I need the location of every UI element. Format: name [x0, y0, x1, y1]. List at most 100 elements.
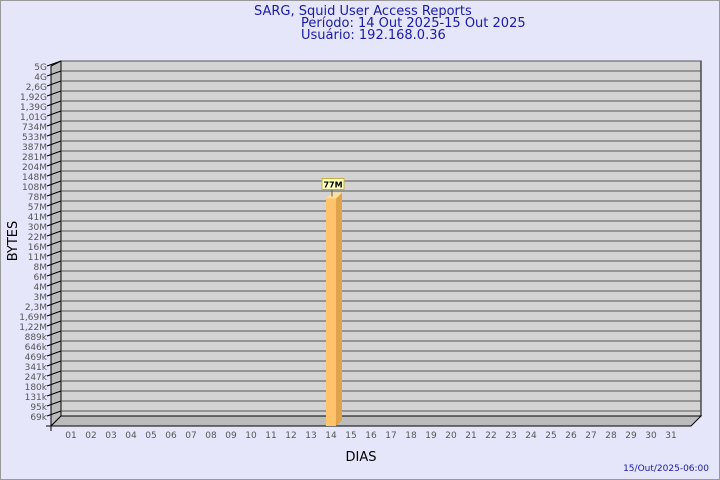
y-tick — [46, 210, 62, 217]
y-tick-label: 22M — [28, 233, 47, 243]
y-tick-label: 3M — [34, 293, 48, 303]
y-tick — [46, 140, 62, 147]
y-tick-label: 69k — [30, 413, 47, 423]
y-tick-label: 204M — [22, 163, 47, 173]
x-tick-label: 20 — [445, 431, 457, 441]
y-tick — [46, 60, 62, 67]
y-tick-label: 341k — [25, 363, 48, 373]
data-label-box — [321, 178, 345, 191]
y-tick — [46, 350, 62, 357]
x-tick-label: 15 — [345, 431, 356, 441]
y-tick — [46, 320, 62, 327]
y-tick-label: 889k — [25, 333, 48, 343]
chart-title: SARG, Squid User Access Reports — [254, 4, 472, 19]
x-tick-label: 24 — [525, 431, 537, 441]
y-tick-label: 4G — [34, 73, 47, 83]
y-tick — [46, 130, 62, 137]
y-tick — [46, 340, 62, 347]
x-tick-label: 30 — [645, 431, 657, 441]
y-tick-label: 5G — [34, 63, 47, 73]
y-tick-label: 1,01G — [20, 113, 47, 123]
y-tick — [46, 250, 62, 257]
y-tick — [46, 200, 62, 207]
chart-user: Usuário: 192.168.0.36 — [301, 28, 446, 43]
y-tick — [46, 190, 62, 197]
y-tick-label: 2,6G — [26, 83, 47, 93]
y-tick — [46, 280, 62, 287]
y-tick — [46, 390, 62, 397]
y-tick — [46, 110, 62, 117]
x-tick-label: 16 — [365, 431, 377, 441]
y-tick-label: 247k — [25, 373, 48, 383]
plot-floor — [49, 415, 703, 427]
bar-top — [326, 192, 342, 199]
x-tick-label: 10 — [245, 431, 257, 441]
x-tick-label: 21 — [465, 431, 476, 441]
y-tick-label: 11M — [28, 253, 47, 263]
y-tick-label: 734M — [22, 123, 47, 133]
y-tick-label: 533M — [22, 133, 47, 143]
y-tick — [46, 180, 62, 187]
x-tick-label: 03 — [105, 431, 116, 441]
x-tick-label: 01 — [65, 431, 76, 441]
y-tick-label: 16M — [28, 243, 47, 253]
y-tick — [46, 120, 62, 127]
x-tick-label: 28 — [605, 431, 617, 441]
y-tick — [46, 90, 62, 97]
plot-back-wall — [60, 60, 702, 417]
y-tick — [46, 260, 62, 267]
y-tick — [46, 360, 62, 367]
bar-side — [336, 192, 342, 426]
x-tick-label: 17 — [385, 431, 396, 441]
data-label: 77M — [323, 181, 342, 190]
y-tick — [46, 220, 62, 227]
y-tick-label: 57M — [28, 203, 47, 213]
x-tick-label: 04 — [125, 431, 137, 441]
y-tick — [46, 330, 62, 337]
y-tick-label: 131k — [25, 393, 48, 403]
x-tick-label: 05 — [145, 431, 156, 441]
generated-timestamp: 15/Out/2025-06:00 — [623, 464, 709, 474]
y-tick-label: 78M — [28, 193, 47, 203]
y-tick-label: 148M — [22, 173, 47, 183]
y-tick-label: 1,69M — [19, 313, 47, 323]
y-tick-label: 646k — [25, 343, 48, 353]
y-tick-label: 2,3M — [25, 303, 47, 313]
x-tick-label: 13 — [305, 431, 316, 441]
x-axis-label: DIAS — [346, 450, 377, 465]
y-tick-label: 1,39G — [20, 103, 47, 113]
x-tick-label: 27 — [585, 431, 596, 441]
y-tick-label: 281M — [22, 153, 47, 163]
x-tick-label: 08 — [205, 431, 217, 441]
y-tick-label: 108M — [22, 183, 47, 193]
y-tick — [46, 80, 62, 87]
y-tick — [46, 300, 62, 307]
y-tick-label: 30M — [28, 223, 47, 233]
y-tick — [46, 150, 62, 157]
x-tick-label: 02 — [85, 431, 96, 441]
y-tick — [46, 270, 62, 277]
chart-period: Período: 14 Out 2025-15 Out 2025 — [301, 16, 526, 31]
y-tick-label: 95k — [30, 403, 47, 413]
bar — [326, 198, 336, 426]
y-tick-label: 180k — [25, 383, 48, 393]
x-tick-label: 09 — [225, 431, 237, 441]
y-tick — [46, 170, 62, 177]
y-tick — [46, 370, 62, 377]
y-tick-label: 6M — [34, 273, 48, 283]
x-tick-label: 26 — [565, 431, 577, 441]
y-tick-label: 4M — [34, 283, 48, 293]
y-tick-label: 1,22M — [19, 323, 47, 333]
y-tick — [46, 160, 62, 167]
y-axis-label: BYTES — [6, 221, 21, 262]
x-tick-label: 07 — [185, 431, 196, 441]
x-tick-label: 23 — [505, 431, 516, 441]
x-tick-label: 06 — [165, 431, 177, 441]
y-tick-label: 387M — [22, 143, 47, 153]
x-tick-label: 22 — [485, 431, 496, 441]
x-tick-label: 11 — [265, 431, 276, 441]
y-tick — [46, 70, 62, 77]
x-tick-label: 12 — [285, 431, 296, 441]
